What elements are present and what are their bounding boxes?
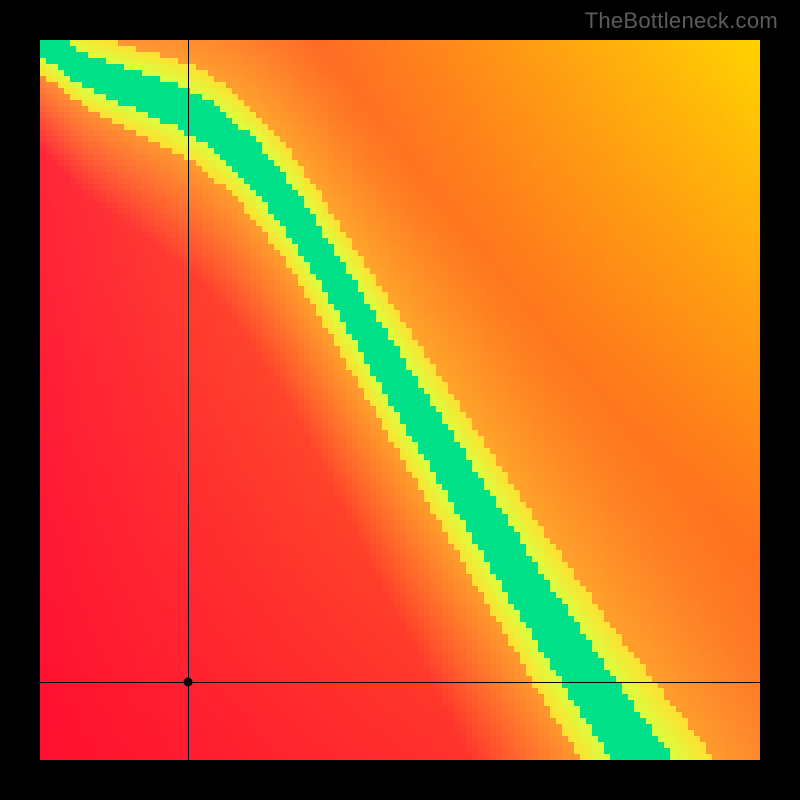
bottleneck-heatmap [40,40,760,760]
marker-dot [183,678,192,687]
attribution-text: TheBottleneck.com [585,8,778,34]
crosshair-vertical [188,40,189,760]
crosshair-horizontal [40,682,760,683]
